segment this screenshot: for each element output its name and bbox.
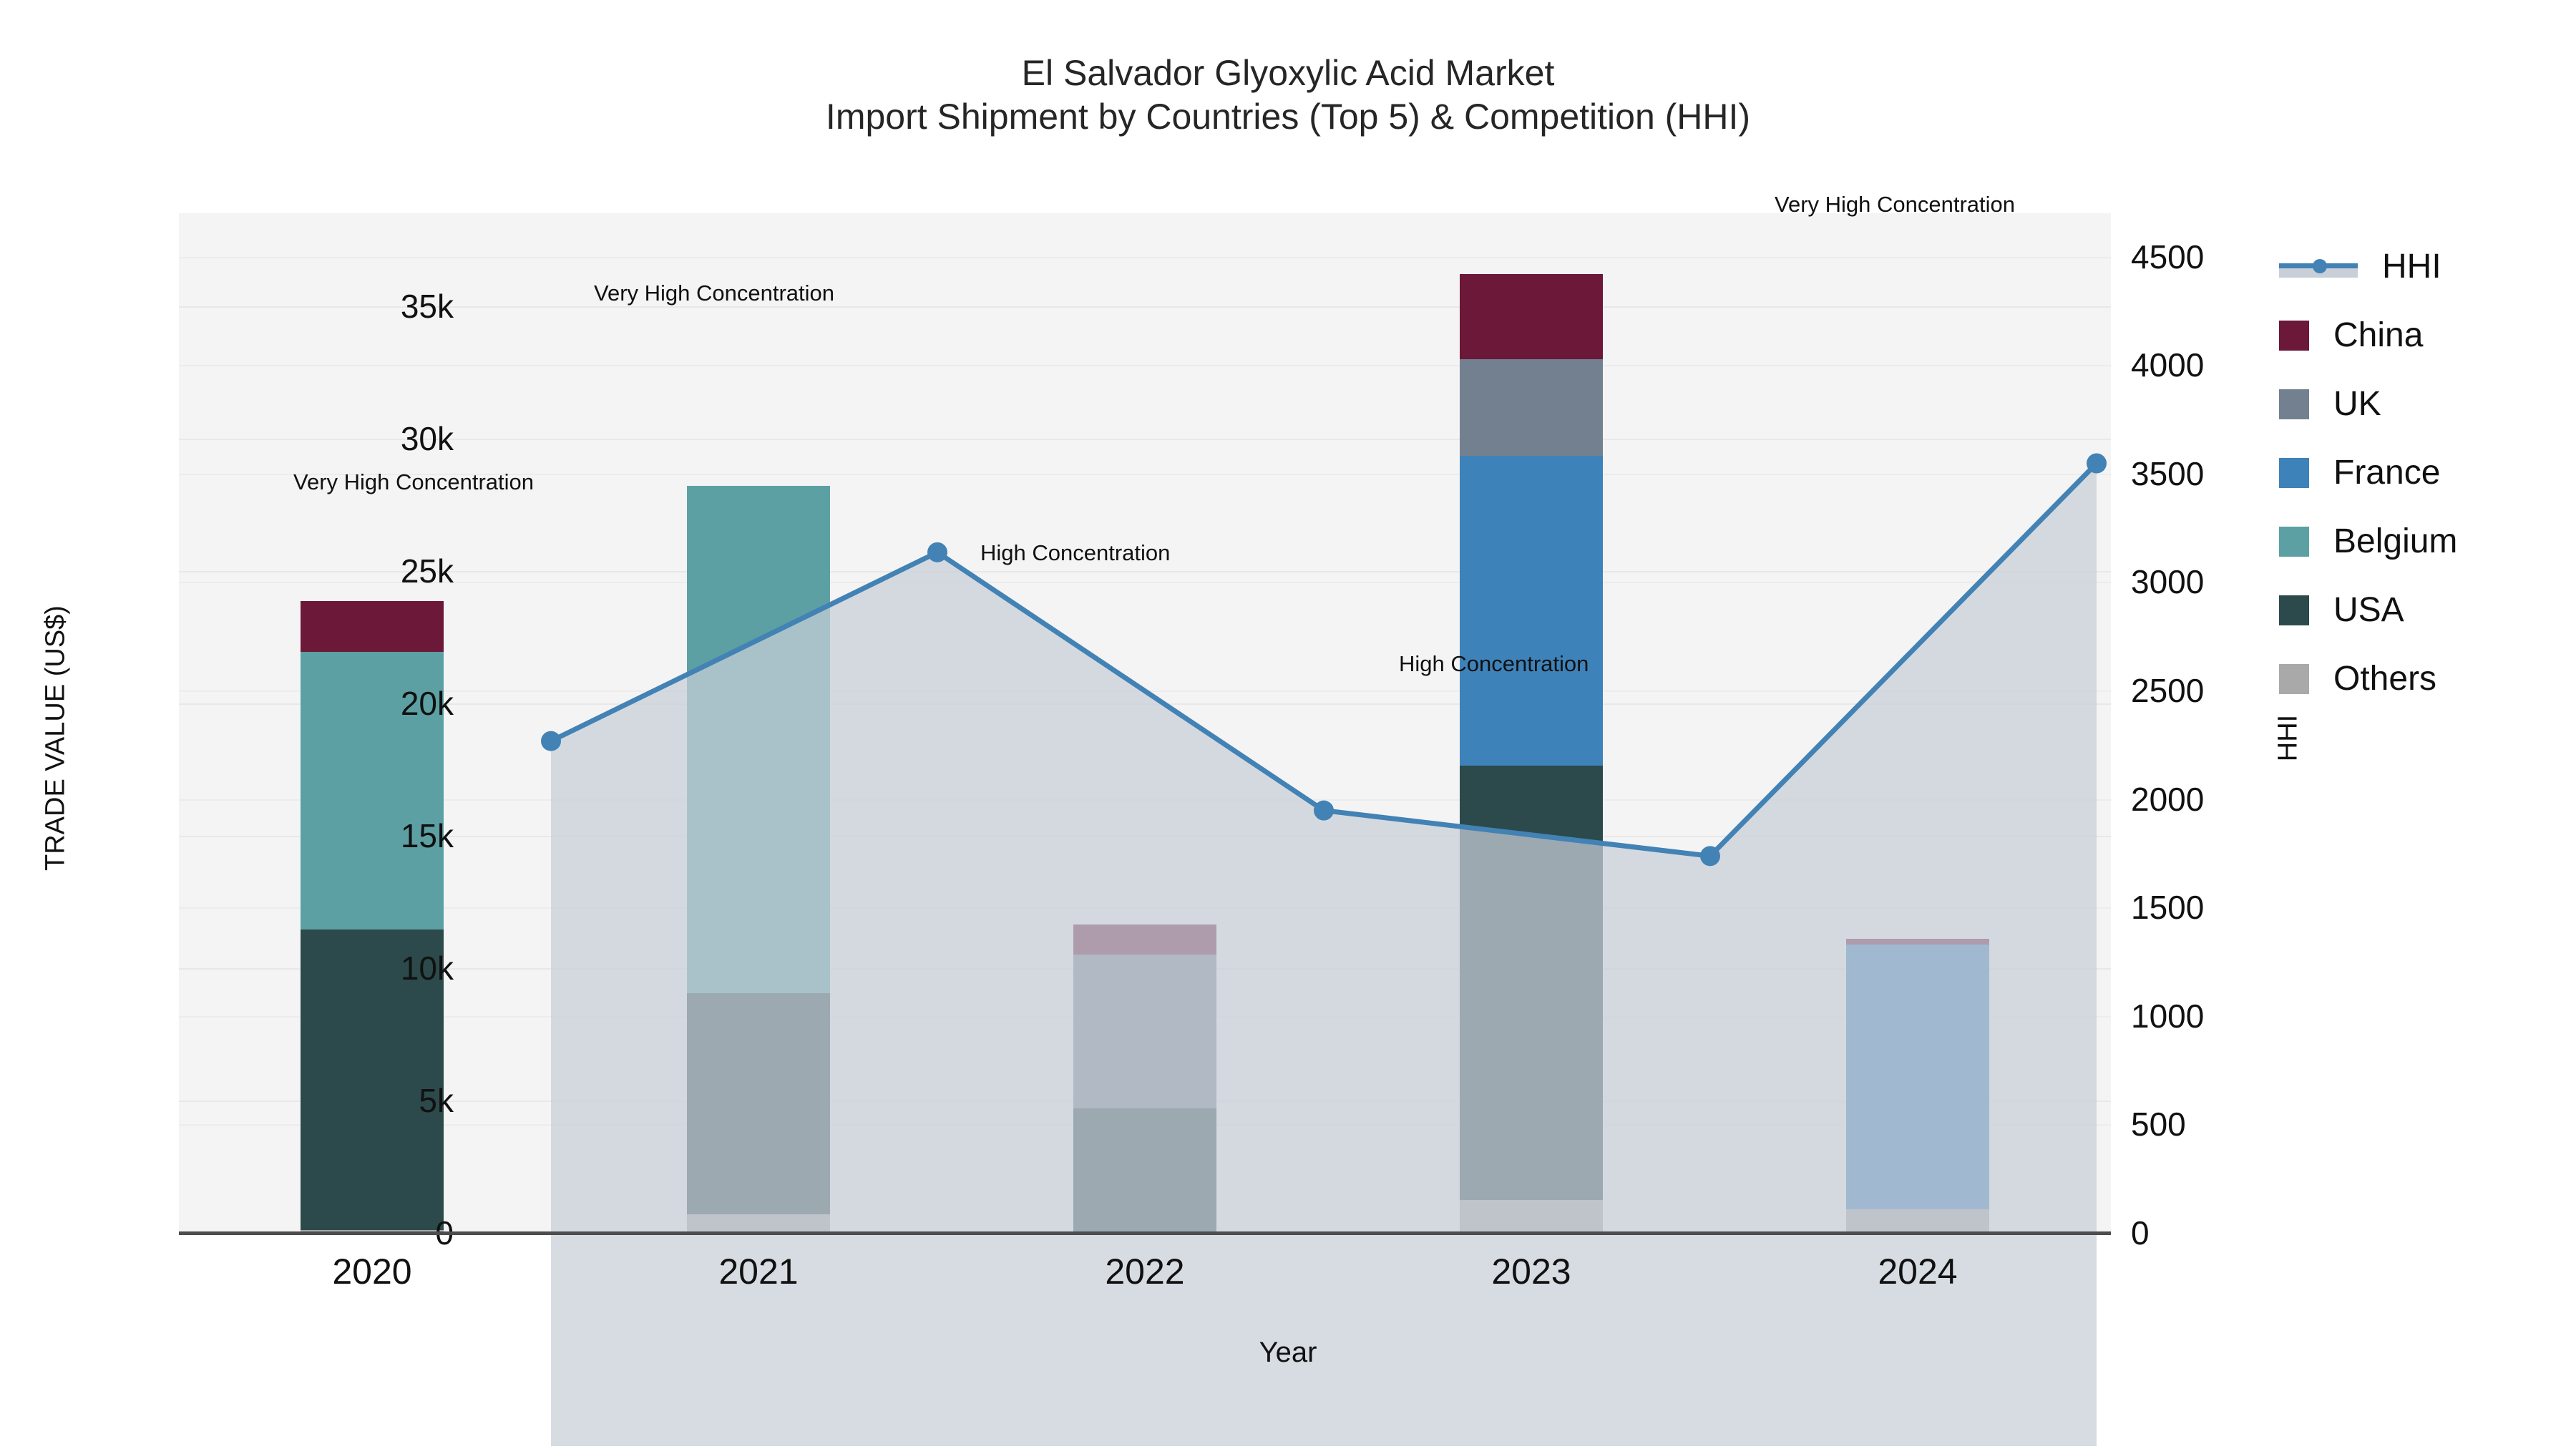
y2-tick-label: 3500 [2131, 454, 2205, 492]
bar-segment-china[interactable] [1460, 274, 1603, 359]
gridline-secondary [179, 365, 2111, 367]
legend-label: France [2333, 454, 2441, 492]
legend-swatch-icon [2279, 321, 2309, 351]
bar-segment-china[interactable] [301, 601, 444, 652]
legend-label: HHI [2382, 248, 2441, 286]
y2-tick-label: 4000 [2131, 346, 2205, 384]
y-tick-label: 25k [400, 552, 454, 590]
y2-tick-label: 2000 [2131, 780, 2205, 818]
y2-tick-label: 1500 [2131, 889, 2205, 927]
gridline [179, 438, 2111, 440]
y-tick-label: 30k [400, 419, 454, 457]
annotation-2023: High Concentration [1399, 651, 1589, 677]
legend-label: Others [2333, 660, 2437, 698]
legend-item-usa[interactable]: USA [2279, 576, 2565, 645]
legend-swatch-icon [2279, 389, 2309, 419]
y2-tick-label: 1000 [2131, 997, 2205, 1035]
legend-label: USA [2333, 591, 2404, 629]
gridline-secondary [179, 473, 2111, 475]
annotation-2024: Very High Concentration [1775, 191, 2016, 217]
hhi-markers [541, 453, 2107, 867]
chart-title: El Salvador Glyoxylic Acid Market Import… [0, 52, 2576, 139]
y-tick-label: 5k [419, 1081, 454, 1119]
legend-label: UK [2333, 385, 2381, 423]
legend-item-hhi[interactable]: HHI [2279, 233, 2565, 301]
y2-tick-label: 500 [2131, 1106, 2186, 1143]
annotation-2021: Very High Concentration [594, 280, 835, 306]
annotation-2020: Very High Concentration [293, 469, 535, 494]
hhi-marker-2022[interactable] [1314, 800, 1334, 821]
hhi-marker-2021[interactable] [927, 542, 947, 562]
chart-title-line-2: Import Shipment by Countries (Top 5) & C… [825, 97, 1751, 137]
annotation-2022: High Concentration [980, 540, 1171, 565]
hhi-marker-2024[interactable] [2087, 453, 2107, 474]
x-tick-label-2021: 2021 [718, 1252, 799, 1292]
gridline [179, 306, 2111, 308]
legend-swatch-icon [2279, 595, 2309, 625]
y-tick-label: 35k [400, 287, 454, 325]
legend-item-others[interactable]: Others [2279, 645, 2565, 713]
y-axis-label: TRADE VALUE (US$) [40, 605, 71, 871]
legend-swatch-icon [2279, 664, 2309, 694]
hhi-marker-2023[interactable] [1700, 846, 1720, 867]
y-tick-label: 15k [400, 816, 454, 854]
x-axis-line [179, 1231, 2111, 1235]
legend-item-belgium[interactable]: Belgium [2279, 507, 2565, 576]
y-tick-label: 10k [400, 949, 454, 987]
gridline [179, 570, 2111, 572]
legend-line-icon [2279, 252, 2358, 282]
bar-segment-usa[interactable] [301, 930, 444, 1231]
hhi-line-series [541, 453, 2107, 1446]
chart-legend: HHI China UK France Belgium USA Others [2279, 233, 2565, 713]
y-tick-label: 20k [400, 684, 454, 722]
x-tick-label-2020: 2020 [332, 1252, 412, 1292]
gridline-secondary [179, 256, 2111, 258]
y2-tick-label: 2500 [2131, 672, 2205, 710]
legend-swatch-icon [2279, 527, 2309, 557]
x-tick-label-2024: 2024 [1878, 1252, 1958, 1292]
gridline-secondary [179, 582, 2111, 584]
legend-swatch-icon [2279, 458, 2309, 488]
y2-tick-label: 0 [2131, 1214, 2150, 1252]
chart-title-line-1: El Salvador Glyoxylic Acid Market [1021, 53, 1555, 93]
y2-tick-label: 4500 [2131, 238, 2205, 275]
x-axis-label: Year [1259, 1337, 1317, 1368]
y2-tick-label: 3000 [2131, 563, 2205, 601]
hhi-area-fill [551, 463, 2097, 1446]
bar-segment-france[interactable] [1460, 455, 1603, 766]
bar-segment-belgium[interactable] [301, 651, 444, 930]
hhi-marker-2020[interactable] [541, 731, 561, 751]
legend-item-uk[interactable]: UK [2279, 370, 2565, 439]
bar-group-2020[interactable] [301, 213, 444, 1233]
legend-label: Belgium [2333, 522, 2458, 560]
legend-item-china[interactable]: China [2279, 301, 2565, 370]
x-tick-label-2023: 2023 [1491, 1252, 1571, 1292]
bar-segment-uk[interactable] [1460, 358, 1603, 456]
x-tick-label-2022: 2022 [1105, 1252, 1185, 1292]
legend-item-france[interactable]: France [2279, 439, 2565, 507]
legend-label: China [2333, 316, 2424, 354]
plot-area [179, 213, 2111, 1446]
